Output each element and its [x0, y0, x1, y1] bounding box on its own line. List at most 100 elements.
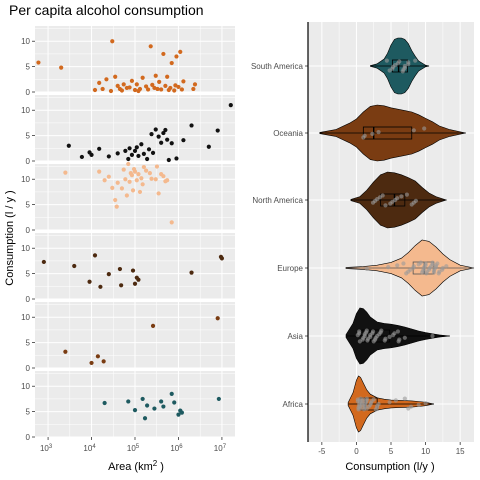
category-label: Asia: [287, 332, 303, 341]
jitter-point: [413, 58, 418, 63]
scatter-point: [143, 84, 149, 89]
scatter-point: [108, 88, 114, 94]
scatter-point: [79, 154, 84, 160]
y-tick-label: 10: [21, 382, 30, 391]
scatter-point: [136, 153, 141, 159]
scatter-point: [140, 396, 145, 402]
scatter-point: [113, 197, 118, 203]
scatter-point: [191, 86, 196, 92]
jitter-point: [364, 328, 369, 333]
violin-oceania: Oceania: [273, 104, 466, 162]
category-label: North America: [252, 196, 303, 205]
scatter-point: [169, 391, 174, 396]
scatter-point: [163, 127, 168, 133]
y-tick-label: 10: [21, 37, 30, 46]
jitter-point: [395, 196, 400, 201]
x-tick-label-exponent: 4: [92, 444, 96, 450]
jitter-point: [430, 260, 435, 265]
scatter-point: [174, 156, 179, 161]
jitter-point: [362, 133, 367, 138]
figure-title: Per capita alcohol consumption: [9, 2, 204, 18]
scatter-point: [106, 174, 111, 179]
jitter-point: [371, 397, 376, 402]
jitter-point: [435, 261, 440, 266]
scatter-point: [110, 185, 115, 190]
scatter-point: [189, 270, 194, 275]
y-tick-label: 0: [26, 364, 31, 373]
jitter-point: [408, 404, 414, 409]
scatter-point: [176, 84, 181, 90]
scatter-point: [119, 186, 125, 191]
scatter-x-axis-label: Area (km2): [108, 459, 164, 473]
scatter-point: [140, 182, 145, 187]
scatter-point: [129, 173, 135, 178]
scatter-point: [165, 137, 170, 142]
scatter-point: [143, 168, 149, 173]
violin-europe: Europe: [277, 239, 475, 297]
jitter-point: [423, 261, 428, 266]
scatter-point: [63, 170, 68, 175]
jitter-point: [383, 203, 388, 208]
scatter-point: [141, 151, 146, 156]
category-label: Oceania: [273, 129, 303, 138]
x-tick-label-base: 10: [170, 444, 179, 453]
scatter-point: [189, 123, 194, 128]
scatter-point: [130, 268, 136, 273]
y-tick-label: 5: [26, 270, 31, 279]
violin-plot: South America Oceania North America Europe A…: [251, 22, 475, 456]
y-tick-label: 10: [21, 313, 30, 322]
jitter-point: [402, 63, 407, 69]
category-label: South America: [251, 62, 304, 71]
violin-asia: Asia: [287, 307, 450, 365]
scatter-point: [132, 407, 138, 413]
scatter-panel: 0 5 10: [21, 233, 235, 304]
x-tick-label-base: 10: [214, 444, 223, 453]
scatter-point: [163, 83, 168, 89]
scatter-point: [192, 82, 198, 87]
scatter-x-axis-label-close: ): [160, 461, 164, 473]
x-tick-label-base: 10: [40, 444, 49, 453]
scatter-point: [137, 86, 143, 92]
scatter-point: [172, 400, 177, 405]
scatter-point: [179, 410, 184, 415]
category-label: Europe: [277, 264, 303, 273]
jitter-point: [399, 194, 404, 199]
jitter-point: [383, 336, 388, 341]
scatter-point: [181, 79, 186, 84]
scatter-panel: 0 5 10: [21, 161, 235, 235]
jitter-point: [406, 60, 411, 65]
scatter-point: [161, 174, 166, 179]
x-tick-label: 106: [170, 444, 183, 453]
scatter-point: [113, 74, 118, 79]
x-tick-label: 107: [214, 444, 227, 453]
scatter-point: [145, 403, 150, 408]
scatter-panel: 0 5 10: [21, 371, 235, 442]
scatter-point: [169, 141, 174, 146]
jitter-point: [370, 329, 376, 334]
scatter-point: [169, 60, 174, 66]
x-tick-label-exponent: 5: [136, 444, 140, 450]
scatter-point: [134, 178, 139, 183]
scatter-point: [174, 54, 179, 59]
scatter-point: [141, 164, 146, 170]
scatter-point: [106, 154, 111, 159]
scatter-point: [104, 77, 109, 82]
y-tick-label: 0: [26, 433, 31, 442]
scatter-point: [139, 142, 144, 147]
scatter-point: [126, 399, 131, 404]
scatter-point: [148, 44, 153, 49]
jitter-point: [392, 331, 397, 336]
scatter-point: [150, 150, 156, 155]
jitter-point: [380, 193, 385, 198]
x-tick-label: 10: [421, 447, 430, 456]
scatter-point: [140, 75, 145, 80]
y-tick-label: 0: [26, 88, 31, 97]
scatter-point: [129, 152, 135, 158]
scatter-point: [41, 259, 46, 265]
scatter-point: [178, 49, 183, 54]
x-tick-label: 105: [127, 444, 140, 453]
scatter-point: [166, 157, 171, 163]
x-tick-label-exponent: 6: [179, 444, 183, 450]
jitter-point: [397, 337, 402, 342]
scatter-point: [134, 145, 139, 150]
